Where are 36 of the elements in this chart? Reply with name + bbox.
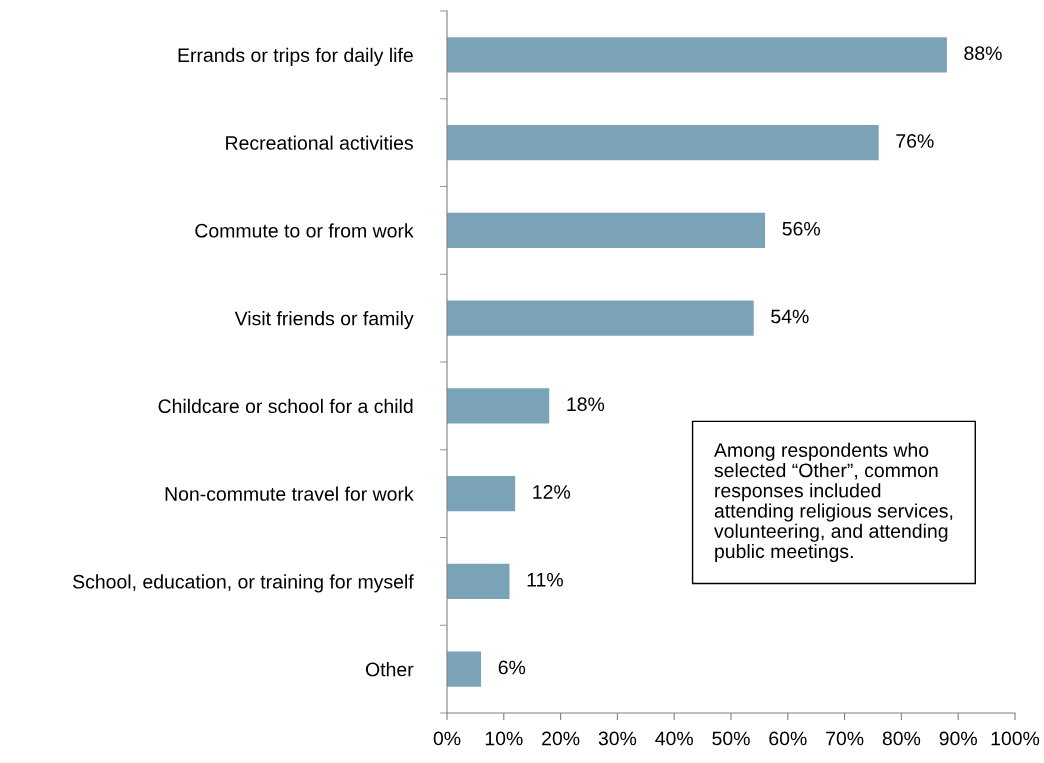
x-tick-label: 80% (882, 731, 921, 746)
bar (447, 388, 550, 424)
x-tick-label: 0% (433, 731, 461, 746)
x-tick-label: 10% (485, 731, 523, 746)
data-label: 11% (527, 572, 563, 587)
y-tick-label: Non-commute travel for work (165, 486, 414, 501)
x-tick-label: 60% (769, 731, 807, 746)
bar (447, 37, 947, 73)
x-tick-label: 90% (939, 731, 977, 746)
bar (447, 212, 766, 248)
data-label: 12% (533, 485, 571, 499)
x-tick-label: 70% (826, 731, 864, 746)
bar (447, 476, 516, 512)
bar (447, 300, 754, 336)
data-label: 76% (896, 134, 934, 148)
y-tick-label: School, education, or training for myself (73, 574, 414, 593)
bar (447, 125, 879, 161)
data-label: 18% (567, 397, 605, 412)
data-label: 56% (782, 221, 820, 236)
x-tick-label: 40% (655, 731, 693, 746)
y-tick-label: Errands or trips for daily life (178, 47, 413, 66)
annotation: Among respondents who selected “Other”, common responses included attending religious services, volunteering, and attending public meetings. (714, 442, 953, 563)
y-tick-label: Other (365, 662, 414, 677)
data-label: 88% (964, 46, 1002, 61)
y-tick-label: Childcare or school for a child (158, 398, 413, 414)
x-tick-label: 50% (712, 731, 750, 746)
bar (447, 651, 482, 687)
y-tick-label: Visit friends or family (234, 311, 414, 330)
data-label: 54% (771, 309, 809, 324)
y-tick-label: Commute to or from work (195, 223, 414, 238)
x-tick-label: 100% (991, 731, 1040, 746)
y-tick-label: Recreational activities (226, 135, 413, 150)
bar (447, 563, 510, 599)
x-tick-label: 20% (542, 731, 580, 746)
x-tick-label: 30% (598, 731, 637, 746)
data-label: 6% (498, 660, 526, 675)
